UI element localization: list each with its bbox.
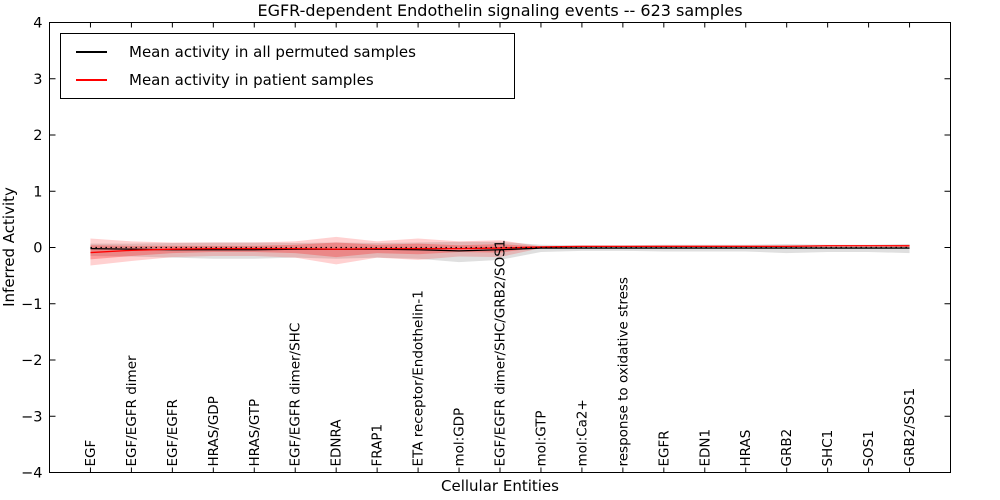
y-tick-label: −4 [21,466,42,482]
legend-label-permuted: Mean activity in all permuted samples [129,43,416,62]
series-line-0 [90,247,910,252]
x-category-label: EDNRA [329,419,345,467]
series-line-1 [90,245,910,254]
x-category-label: EGF/EGFR dimer/SHC/GRB2/SOS1 [493,240,509,467]
x-category-label: mol:GTP [533,410,549,466]
legend-line-black-icon [76,51,107,54]
y-tick-label: 3 [33,72,42,88]
x-category-label: SHC1 [820,430,836,467]
x-category-label: FRAP1 [370,424,386,467]
y-tick-label: −2 [21,353,42,369]
y-tick-label: 2 [33,128,42,144]
legend-line-red-icon [76,78,107,81]
legend-label-patient: Mean activity in patient samples [129,70,374,89]
y-axis-label: Inferred Activity [0,187,18,307]
x-category-label: HRAS [738,430,754,467]
x-category-label: HRAS/GTP [247,399,263,467]
y-tick-label: 0 [33,241,42,257]
x-category-label: EGF/EGFR [165,399,181,466]
x-category-label: GRB2 [779,429,795,467]
legend-item-patient: Mean activity in patient samples [61,71,514,89]
x-category-label: EGFR [656,430,672,466]
x-category-label: EGF/EGFR dimer [124,355,140,467]
x-category-label: EGF [83,440,99,467]
y-tick-label: 1 [33,184,42,200]
legend-item-permuted: Mean activity in all permuted samples [61,43,514,61]
x-category-label: HRAS/GDP [206,396,222,466]
x-axis-label: Cellular Entities [441,477,559,495]
x-category-label: mol:GDP [452,408,468,467]
legend: Mean activity in all permuted samples Me… [60,33,515,99]
y-tick-label: −3 [21,409,42,425]
x-category-label: response to oxidative stress [615,277,631,466]
chart-title: EGFR-dependent Endothelin signaling even… [257,1,743,20]
y-tick-label: −1 [21,297,42,313]
x-category-label: EDN1 [697,429,713,467]
band-1-0 [90,236,910,266]
x-category-label: GRB2/SOS1 [902,388,918,467]
x-category-label: SOS1 [861,430,877,466]
x-category-label: EGF/EGFR dimer/SHC [288,323,304,467]
x-category-label: ETA receptor/Endothelin-1 [411,290,427,466]
x-category-label: mol:Ca2+ [574,399,590,466]
y-tick-label: 4 [33,16,42,32]
